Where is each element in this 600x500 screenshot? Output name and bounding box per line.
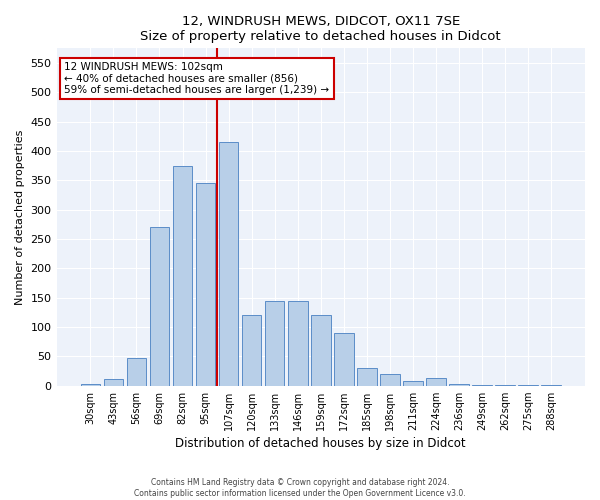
Bar bbox=[449, 384, 469, 386]
Bar bbox=[104, 378, 123, 386]
Bar bbox=[265, 300, 284, 386]
Bar bbox=[496, 385, 515, 386]
Y-axis label: Number of detached properties: Number of detached properties bbox=[15, 130, 25, 304]
Bar bbox=[541, 384, 561, 386]
Bar bbox=[426, 378, 446, 386]
Bar bbox=[311, 316, 331, 386]
Bar bbox=[518, 385, 538, 386]
Bar bbox=[149, 228, 169, 386]
Bar bbox=[173, 166, 193, 386]
Bar bbox=[196, 184, 215, 386]
Bar bbox=[334, 333, 353, 386]
Bar bbox=[127, 358, 146, 386]
Bar bbox=[288, 300, 308, 386]
Bar bbox=[357, 368, 377, 386]
Bar bbox=[219, 142, 238, 386]
Title: 12, WINDRUSH MEWS, DIDCOT, OX11 7SE
Size of property relative to detached houses: 12, WINDRUSH MEWS, DIDCOT, OX11 7SE Size… bbox=[140, 15, 501, 43]
Bar bbox=[472, 384, 492, 386]
Text: Contains HM Land Registry data © Crown copyright and database right 2024.
Contai: Contains HM Land Registry data © Crown c… bbox=[134, 478, 466, 498]
Bar bbox=[80, 384, 100, 386]
Bar bbox=[242, 316, 262, 386]
X-axis label: Distribution of detached houses by size in Didcot: Distribution of detached houses by size … bbox=[175, 437, 466, 450]
Bar bbox=[380, 374, 400, 386]
Text: 12 WINDRUSH MEWS: 102sqm
← 40% of detached houses are smaller (856)
59% of semi-: 12 WINDRUSH MEWS: 102sqm ← 40% of detach… bbox=[64, 62, 329, 95]
Bar bbox=[403, 381, 423, 386]
